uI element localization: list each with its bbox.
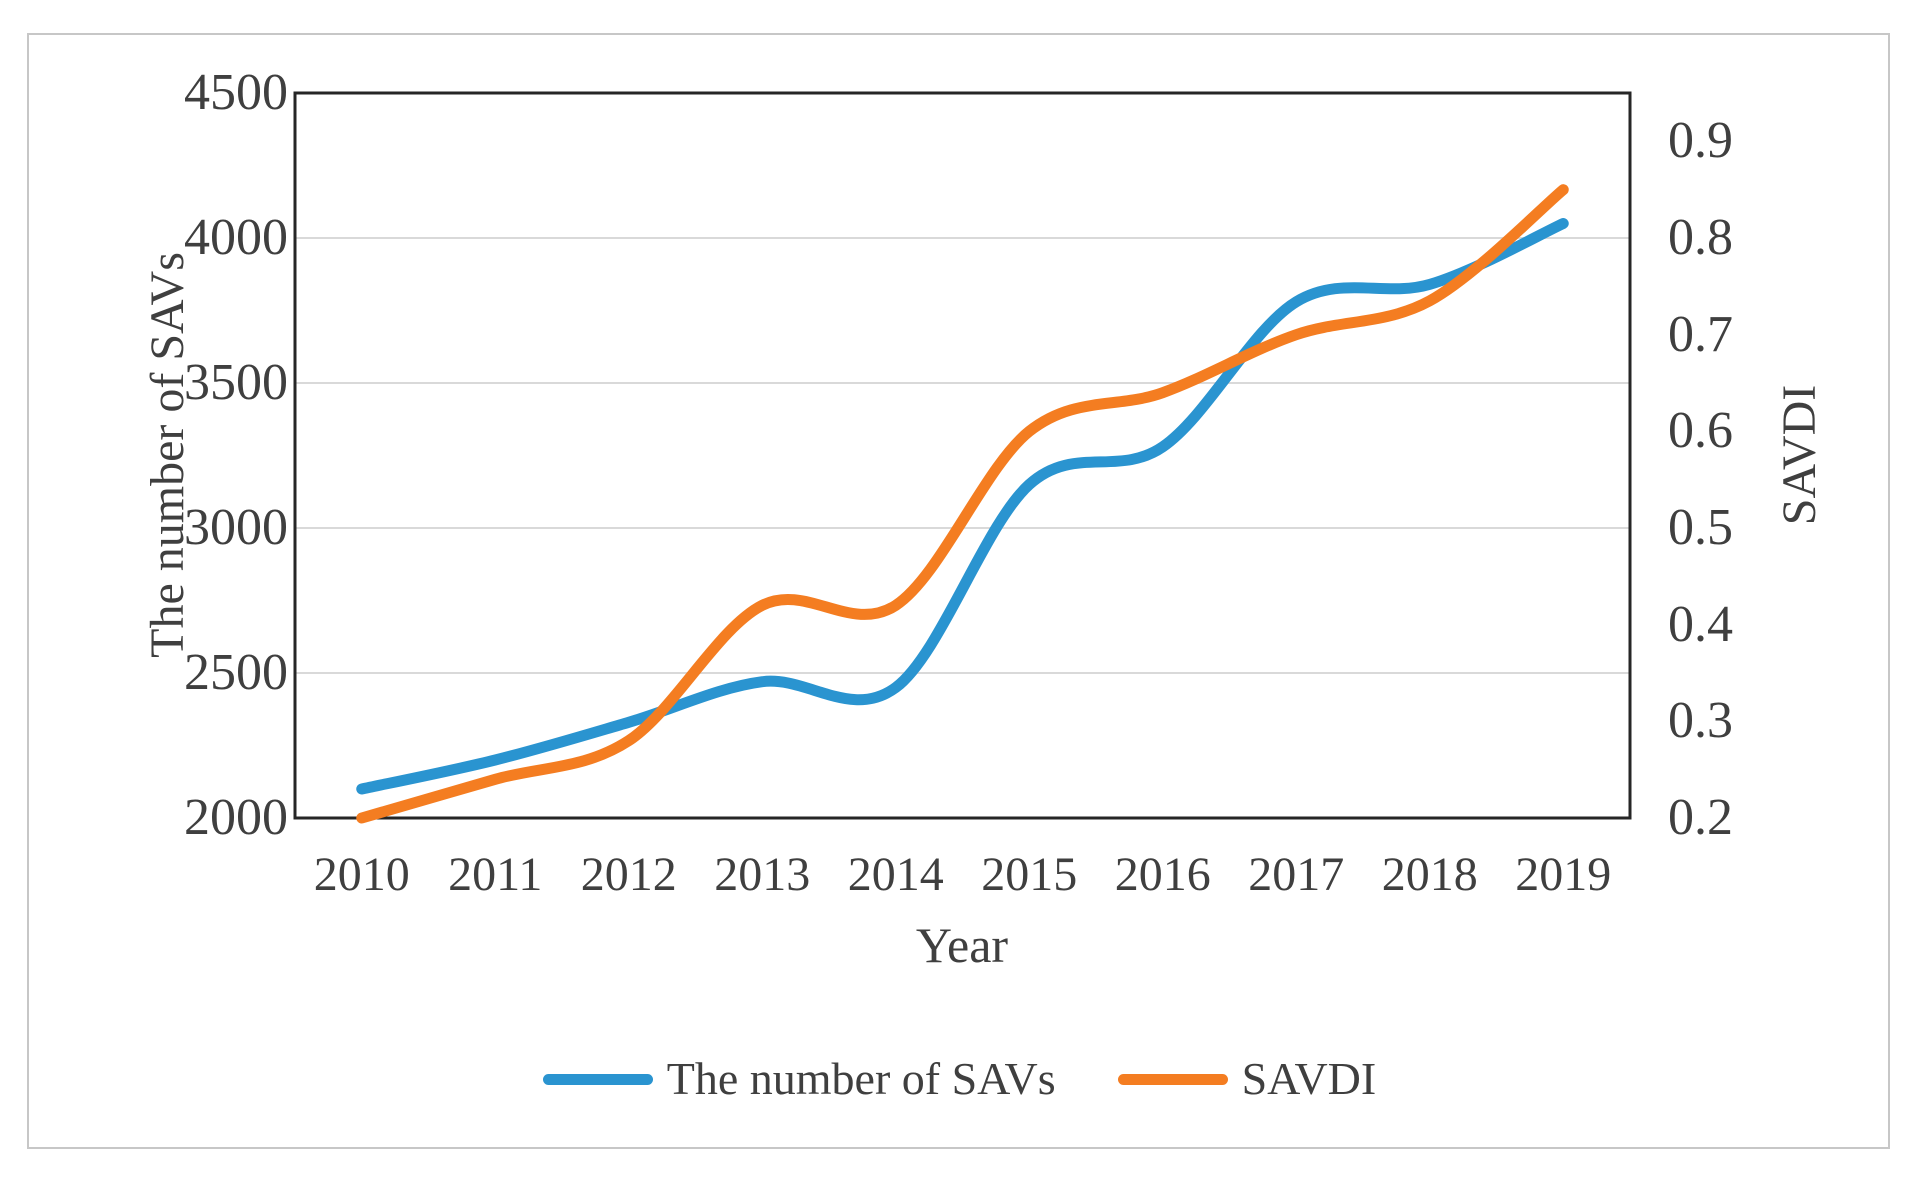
legend-swatch-savdi xyxy=(1117,1073,1228,1085)
y2-axis-tick-label: 0.3 xyxy=(1668,692,1733,750)
x-axis-tick-label: 2012 xyxy=(580,848,677,901)
legend-item-savdi: SAVDI xyxy=(1117,1053,1377,1104)
legend-swatch-number-of-savs xyxy=(542,1073,653,1085)
legend-label-savdi: SAVDI xyxy=(1241,1053,1377,1104)
x-axis-tick-label: 2010 xyxy=(313,848,410,901)
x-axis-tick-label: 2014 xyxy=(847,848,944,901)
y-axis-tick-label: 3500 xyxy=(184,354,288,411)
y-axis-tick-label: 2000 xyxy=(184,789,288,846)
x-axis-tick-label: 2017 xyxy=(1248,848,1345,901)
y-axis-tick-label: 3000 xyxy=(184,499,288,556)
y-axis-tick-label: 4000 xyxy=(184,209,288,266)
y-axis-tick-label: 4500 xyxy=(184,64,288,121)
y-axis-tick-label: 2500 xyxy=(184,644,288,701)
x-axis-tick-label: 2016 xyxy=(1114,848,1211,901)
plot-border xyxy=(293,91,1632,820)
x-axis-tick-label: 2011 xyxy=(448,848,543,901)
y2-axis-tick-label: 0.7 xyxy=(1668,305,1733,363)
legend-label-number-of-savs: The number of SAVs xyxy=(666,1053,1056,1104)
y2-axis-tick-label: 0.9 xyxy=(1668,112,1733,170)
x-axis-tick-label: 2018 xyxy=(1381,848,1478,901)
x-axis-tick-label: 2013 xyxy=(714,848,811,901)
y2-axis-tick-label: 0.5 xyxy=(1668,499,1733,556)
y2-axis-tick-label: 0.4 xyxy=(1668,595,1733,653)
y2-axis-tick-label: 0.2 xyxy=(1668,789,1733,846)
x-axis-title: Year xyxy=(915,917,1009,973)
legend: The number of SAVs SAVDI xyxy=(0,1056,1919,1102)
x-axis-tick-label: 2019 xyxy=(1515,848,1612,901)
legend-item-number-of-savs: The number of SAVs xyxy=(542,1053,1056,1104)
y2-axis-tick-label: 0.6 xyxy=(1668,402,1733,460)
x-axis-tick-label: 2015 xyxy=(981,848,1078,901)
series-line-savdi xyxy=(356,184,1569,824)
series-line-number-of-savs xyxy=(356,218,1569,795)
y2-axis-tick-label: 0.8 xyxy=(1668,209,1733,266)
